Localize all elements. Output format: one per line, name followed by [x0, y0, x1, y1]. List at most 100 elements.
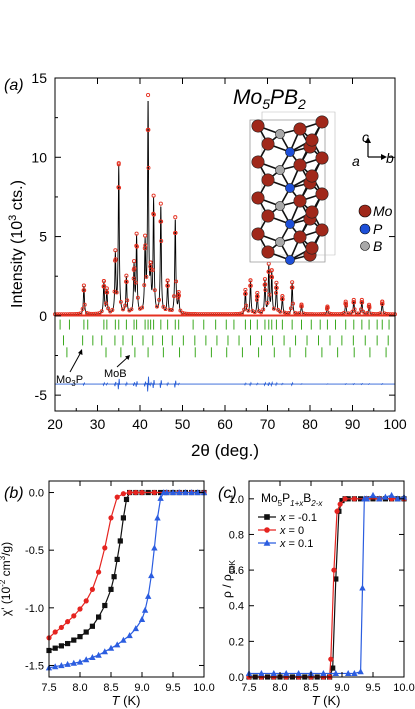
panel-c-xlabel: T (K): [312, 693, 341, 708]
observed-point: [380, 299, 385, 304]
x-tick-label: 8.0: [72, 682, 87, 694]
observed-point: [172, 294, 176, 299]
observed-point: [259, 310, 264, 315]
observed-point: [123, 303, 128, 308]
observed-point: [359, 307, 363, 312]
data-point: [258, 670, 265, 677]
observed-point: [148, 260, 153, 265]
data-point: [77, 634, 83, 640]
observed-point: [293, 310, 298, 315]
x-tick-label: 8.5: [103, 682, 118, 694]
observed-point: [261, 307, 266, 312]
observed-point: [80, 307, 85, 311]
x-tick-label: 10.0: [393, 682, 414, 694]
panel-a: 20 30 40 50 60 70 80 90 100 -5 0 5 10 15 Mo5PB2 c a b…: [7, 70, 407, 460]
data-point: [133, 489, 139, 496]
observed-point: [124, 279, 129, 284]
data-point: [70, 659, 77, 666]
atom-mo: [293, 158, 307, 172]
observed-point: [102, 284, 107, 289]
data-point: [95, 651, 102, 658]
x-tick-label: 7.5: [41, 682, 56, 694]
data-point: [114, 556, 120, 562]
observed-point: [286, 310, 291, 315]
observed-point: [106, 306, 111, 311]
observed-point: [248, 278, 253, 283]
data-point: [102, 545, 108, 551]
x-tick-label: 8.5: [303, 682, 318, 694]
series-line: [249, 498, 404, 678]
observed-point: [271, 306, 276, 311]
bragg-row-3: [66, 347, 387, 358]
atom-mo: [261, 137, 275, 151]
observed-point: [146, 93, 151, 98]
observed-point: [159, 219, 164, 224]
y-tick-label: 0: [39, 308, 47, 324]
legend-marker: [263, 539, 271, 546]
data-point: [127, 489, 133, 496]
observed-point: [129, 307, 134, 312]
data-point: [58, 624, 64, 631]
panel-a-axes: 20 30 40 50 60 70 80 90 100 -5 0 5 10 15: [31, 70, 406, 432]
data-point: [141, 606, 149, 613]
observed-point: [133, 280, 138, 285]
atom-mo: [315, 115, 329, 129]
observed-point: [110, 308, 115, 312]
observed-point: [151, 212, 156, 217]
observed-point: [350, 309, 355, 314]
annotation-mob-arrow: [116, 356, 129, 368]
x-tick-label: 9.0: [134, 682, 149, 694]
observed-point: [174, 279, 179, 284]
data-point: [376, 495, 383, 502]
panel-label-b: (b): [4, 485, 24, 502]
atom-p: [285, 147, 295, 157]
data-point: [120, 491, 126, 497]
observed-point: [244, 303, 249, 308]
legend-label-b: B: [373, 238, 382, 254]
x-tick-label: 70: [260, 416, 276, 432]
data-point: [157, 494, 164, 501]
observed-point: [252, 310, 257, 315]
observed-point: [262, 277, 268, 282]
data-point: [114, 641, 121, 648]
data-point: [163, 489, 170, 496]
observed-point: [173, 215, 178, 220]
data-point: [332, 670, 339, 677]
observed-point: [380, 301, 385, 306]
observed-point: [352, 307, 357, 312]
series-3: [45, 489, 208, 671]
x-tick-label: 7.5: [241, 682, 256, 694]
y-tick-label: -1.5: [25, 660, 44, 672]
data-point: [76, 658, 84, 665]
atom-mo: [261, 209, 275, 223]
data-point: [339, 498, 345, 504]
data-point: [89, 623, 95, 629]
observed-point: [161, 304, 166, 309]
data-point: [169, 489, 177, 496]
y-tick-label: -0.5: [25, 545, 44, 557]
observed-point: [148, 267, 153, 272]
data-point: [334, 508, 340, 514]
observed-point: [248, 283, 253, 288]
legend-marker-mo: [358, 204, 372, 218]
unit-cell-outline-back: [261, 111, 336, 256]
observed-point: [143, 243, 148, 248]
y-tick-label: 0.6: [229, 565, 244, 577]
observed-point: [113, 248, 118, 253]
atom-mo: [293, 122, 307, 136]
data-point: [154, 514, 161, 521]
observed-point: [163, 307, 168, 312]
data-point: [138, 615, 146, 622]
panel-c-frame: [248, 480, 405, 678]
atom-p: [285, 255, 295, 265]
legend-marker-p: [359, 223, 371, 235]
panel-b-xlabel: T (K): [112, 693, 141, 708]
observed-point: [121, 307, 125, 312]
observed-point: [290, 285, 295, 290]
observed-point: [165, 278, 170, 283]
observed-point: [151, 193, 156, 198]
observed-point: [280, 297, 285, 302]
observed-point: [146, 127, 151, 132]
observed-point: [269, 268, 274, 273]
data-point: [71, 613, 77, 619]
